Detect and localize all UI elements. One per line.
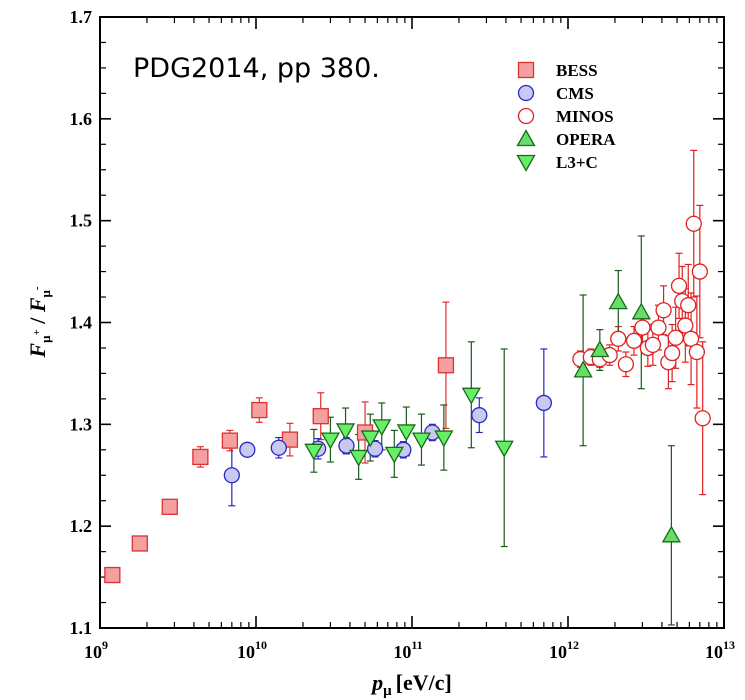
l3-c-point: [494, 440, 514, 458]
x-tick-label: 1010: [237, 638, 267, 662]
y-tick-label: 1.6: [70, 109, 93, 129]
ticks-layer: 1.1 1.2 1.3 1.4 1.5 1.6 1.7 109 1010 1011 1012 1013: [70, 7, 736, 662]
y-tick-label: 1.7: [70, 7, 93, 27]
y-tick-label: 1.4: [70, 313, 93, 333]
error-bars-layer: [108, 149, 707, 626]
minos-point: [617, 356, 635, 373]
y-axis-label-sub1: μ: [38, 335, 53, 343]
legend-marker-cms: [517, 84, 535, 102]
minos-point: [625, 332, 643, 349]
minos-point: [634, 319, 651, 336]
legend-label-cms: CMS: [556, 84, 594, 103]
cms-point: [270, 439, 287, 456]
legend-marker-opera: [516, 129, 536, 147]
minos-point: [691, 263, 708, 280]
l3-c-point: [372, 419, 392, 437]
y-axis-label-sup1: +: [31, 329, 43, 335]
x-axis-label-unit: [eV/c]: [396, 670, 452, 695]
opera-point: [608, 292, 628, 310]
l3-c-point: [461, 387, 481, 405]
y-tick-label: 1.5: [70, 211, 93, 231]
bess-point: [192, 448, 209, 466]
minos-point: [685, 215, 702, 232]
bess-point: [161, 498, 178, 515]
y-axis-label-sup2: -: [31, 286, 43, 290]
opera-point: [590, 340, 610, 358]
legend-label-bess: BESS: [556, 61, 598, 80]
l3-c-point: [434, 430, 454, 448]
bess-point: [437, 357, 455, 374]
minos-point: [655, 302, 672, 319]
x-tick-label: 1011: [393, 638, 422, 662]
cms-point: [535, 394, 552, 412]
y-axis-label-slash: /: [25, 312, 50, 329]
minos-point: [682, 330, 700, 347]
y-tick-label: 1.2: [70, 516, 93, 536]
minos-point: [667, 329, 684, 346]
bess-point: [312, 408, 329, 425]
y-axis-label-f1: F: [25, 343, 50, 359]
opera-point: [661, 525, 682, 543]
l3-c-point: [320, 432, 341, 450]
l3-c-point: [349, 449, 369, 467]
bess-point: [281, 431, 299, 448]
bess-point: [251, 401, 268, 419]
minos-point: [670, 277, 688, 294]
plot-frame-layer: [99, 16, 725, 629]
l3-c-point: [384, 446, 404, 464]
legend: BESS CMS MINOS OPERA L3+C: [516, 61, 616, 172]
y-tick-label: 1.3: [70, 414, 93, 434]
minos-point: [650, 319, 667, 336]
l3-c-point: [360, 430, 380, 448]
minos-point: [694, 410, 711, 427]
l3-c-point: [396, 424, 416, 442]
opera-point: [631, 302, 651, 320]
x-axis-label-sub: μ: [383, 683, 392, 699]
cms-point: [239, 441, 256, 458]
bess-point: [221, 432, 239, 449]
minos-point: [680, 297, 697, 314]
bess-point: [104, 566, 121, 584]
minos-point: [610, 330, 627, 347]
y-axis-label: Fμ+ / Fμ-: [25, 286, 53, 359]
y-axis-label-f2: F: [25, 297, 50, 313]
minos-point: [663, 344, 681, 362]
cms-point: [471, 407, 488, 424]
opera-point: [573, 360, 593, 378]
legend-label-l3-c: L3+C: [556, 153, 598, 172]
legend-label-minos: MINOS: [556, 107, 614, 126]
minos-point: [644, 336, 662, 354]
y-tick-label: 1.1: [70, 618, 93, 638]
x-axis-label-main: p: [370, 670, 383, 695]
legend-label-opera: OPERA: [556, 130, 616, 149]
x-axis-label: pμ [eV/c]: [370, 670, 452, 699]
chart-annotation: PDG2014, pp 380.: [133, 53, 380, 84]
legend-marker-minos: [517, 107, 535, 125]
data-points-layer: [104, 215, 711, 584]
legend-marker-l3-c: [516, 154, 536, 172]
legend-marker-bess: [517, 61, 535, 79]
l3-c-point: [304, 443, 324, 461]
x-tick-label: 109: [84, 638, 108, 662]
cms-point: [223, 467, 240, 484]
y-axis-label-sub2: μ: [38, 289, 53, 297]
x-tick-label: 1013: [705, 638, 735, 662]
minos-point: [688, 343, 706, 361]
l3-c-point: [335, 423, 356, 441]
l3-c-point: [411, 432, 432, 450]
x-tick-label: 1012: [549, 638, 579, 662]
plot-frame: [99, 16, 725, 629]
bess-point: [131, 535, 148, 552]
